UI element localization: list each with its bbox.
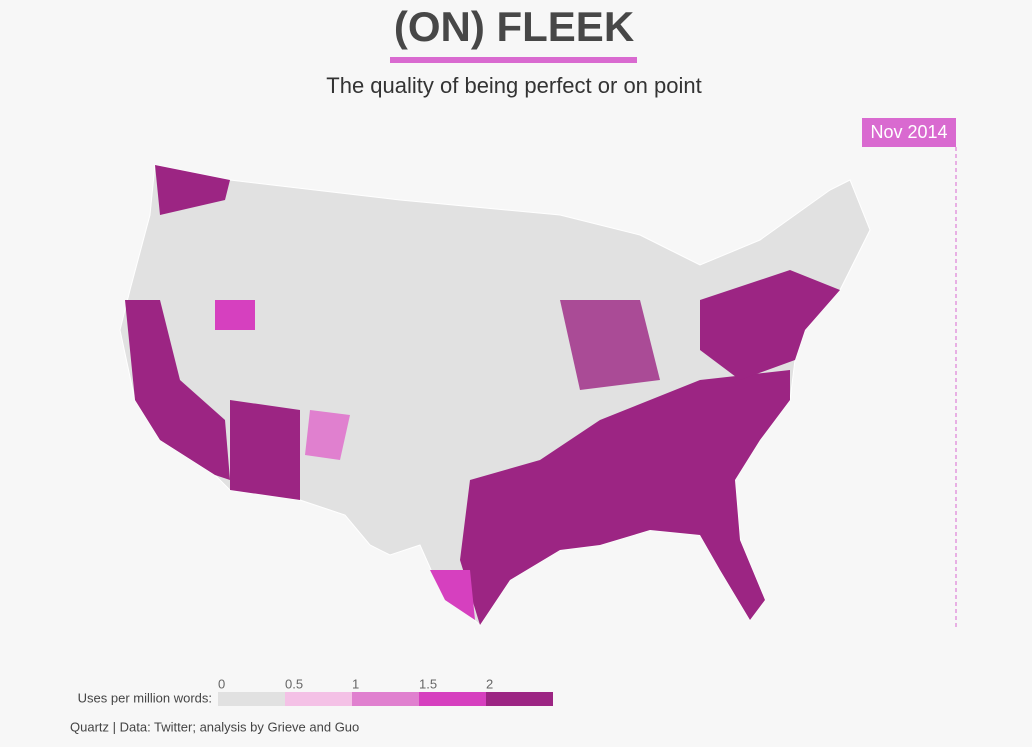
region — [430, 570, 475, 620]
legend: 0 0.5 1 1.5 2 — [218, 676, 553, 706]
title-underline — [390, 57, 637, 63]
legend-swatch — [486, 692, 553, 706]
subtitle: The quality of being perfect or on point — [326, 73, 701, 98]
legend-swatch — [218, 692, 285, 706]
region — [700, 270, 840, 380]
date-label: Nov 2014 — [870, 122, 947, 142]
legend-label: Uses per million words: — [78, 690, 212, 705]
region — [460, 370, 790, 625]
legend-tick-label: 0 — [218, 676, 225, 691]
legend-tick-label: 1.5 — [419, 676, 437, 691]
region — [230, 400, 300, 500]
region — [125, 300, 230, 480]
legend-tick-label: 1 — [352, 676, 359, 691]
source: Quartz | Data: Twitter; analysis by Grie… — [70, 719, 359, 734]
date-box — [862, 118, 956, 147]
region — [560, 300, 660, 390]
title: (ON) FLEEK — [394, 3, 634, 50]
region — [305, 410, 350, 460]
legend-swatch — [352, 692, 419, 706]
legend-tick-label: 0.5 — [285, 676, 303, 691]
legend-swatch — [419, 692, 486, 706]
region — [215, 300, 255, 330]
us-map — [119, 164, 871, 626]
legend-tick-label: 2 — [486, 676, 493, 691]
region — [155, 165, 230, 215]
legend-swatch — [285, 692, 352, 706]
